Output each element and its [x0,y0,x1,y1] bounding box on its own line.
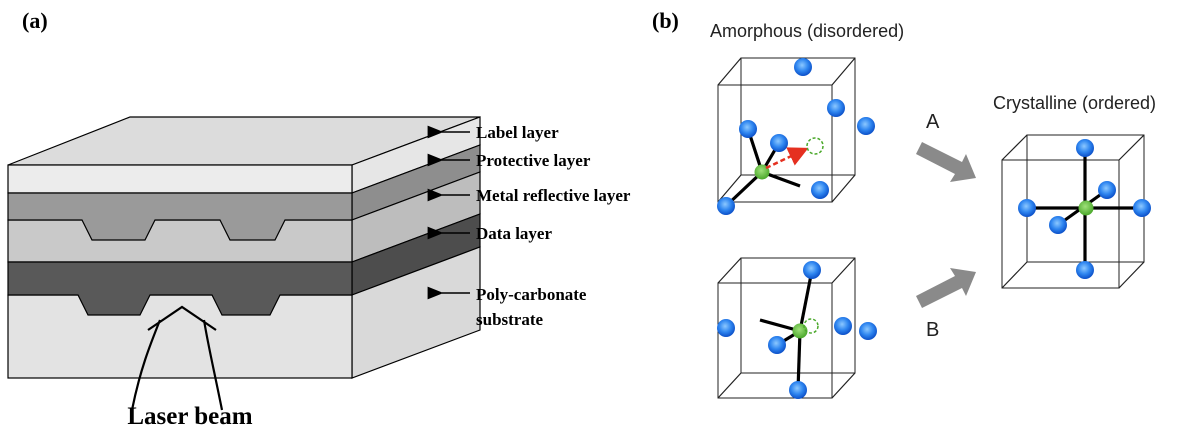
atom [794,58,812,76]
atom [807,138,823,154]
atom [1133,199,1151,217]
panel-label: (b) [652,8,679,33]
atom [770,134,788,152]
shape [916,268,976,308]
shape [832,258,855,283]
path-label: A [926,111,940,133]
atom [1018,199,1036,217]
shape [1119,135,1144,160]
atom [717,197,735,215]
state-title: Crystalline (ordered) [993,93,1156,113]
shape [718,373,741,398]
shape [832,175,855,202]
disc-block [8,117,480,378]
shape [8,165,352,193]
atom [804,319,818,333]
atom [1079,201,1094,216]
atom [803,261,821,279]
panel-label: (a) [22,8,48,33]
layer-label: Label layer [476,123,559,142]
atom [717,319,735,337]
figure: (a) Label layer Protective layer Metal r… [0,0,1194,432]
state-title: Amorphous (disordered) [710,21,904,41]
layer-label: Poly-carbonate substrate [476,282,616,332]
atom [1076,261,1094,279]
atom [739,120,757,138]
shape [1002,262,1027,288]
shape [1119,262,1144,288]
shape [718,58,741,85]
layer-label-box: Poly-carbonate substrate [476,282,636,338]
shape [832,373,855,398]
transition-arrows [916,142,976,308]
atom [811,181,829,199]
shape [916,142,976,182]
layer-label: Metal reflective layer [476,186,631,205]
shape [1002,135,1027,160]
atom [1049,216,1067,234]
layer-label: Data layer [476,224,552,243]
atom [768,336,786,354]
atom [1098,181,1116,199]
atom [859,322,877,340]
shape [8,220,352,262]
layer-label: Protective layer [476,151,591,170]
shape [832,58,855,85]
atom [827,99,845,117]
atom [857,117,875,135]
beam-label: Laser beam [127,403,252,430]
atom [1076,139,1094,157]
path-label: B [926,319,939,341]
shape [718,258,741,283]
atom [834,317,852,335]
atom [789,381,807,399]
